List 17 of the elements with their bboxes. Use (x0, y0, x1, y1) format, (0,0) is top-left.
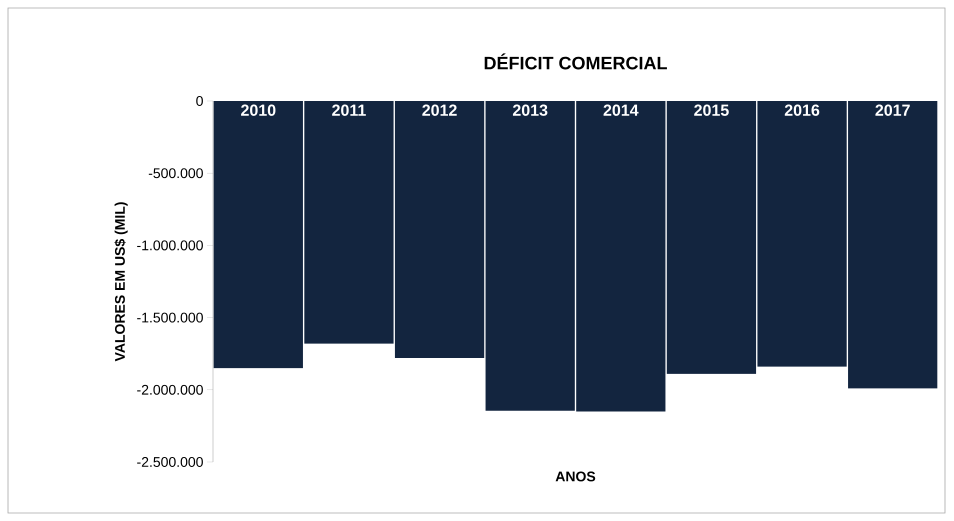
x-tick-label: 2015 (694, 104, 729, 116)
y-axis-title: VALORES EM US$ (MIL) (114, 202, 128, 362)
x-tick-label: 2010 (241, 104, 276, 116)
y-tick-label: -2.500.000 (137, 457, 203, 467)
y-tick-label: -1.000.000 (137, 240, 203, 250)
y-tick-label: 0 (196, 96, 203, 106)
x-tick-label: 2012 (422, 104, 457, 116)
x-tick-label: 2016 (784, 104, 820, 116)
y-tick-label: -1.500.000 (137, 312, 203, 323)
chart-title: DÉFICIT COMERCIAL (484, 53, 667, 70)
y-tick-label: -500.000 (148, 168, 203, 178)
x-axis-title: ANOS (556, 472, 596, 482)
y-tick-label: -2.000.000 (137, 384, 203, 395)
x-tick-label: 2014 (604, 104, 639, 116)
x-tick-label: 2017 (875, 104, 910, 116)
x-tick-label: 2013 (512, 104, 548, 116)
x-tick-label: 2011 (332, 104, 366, 116)
